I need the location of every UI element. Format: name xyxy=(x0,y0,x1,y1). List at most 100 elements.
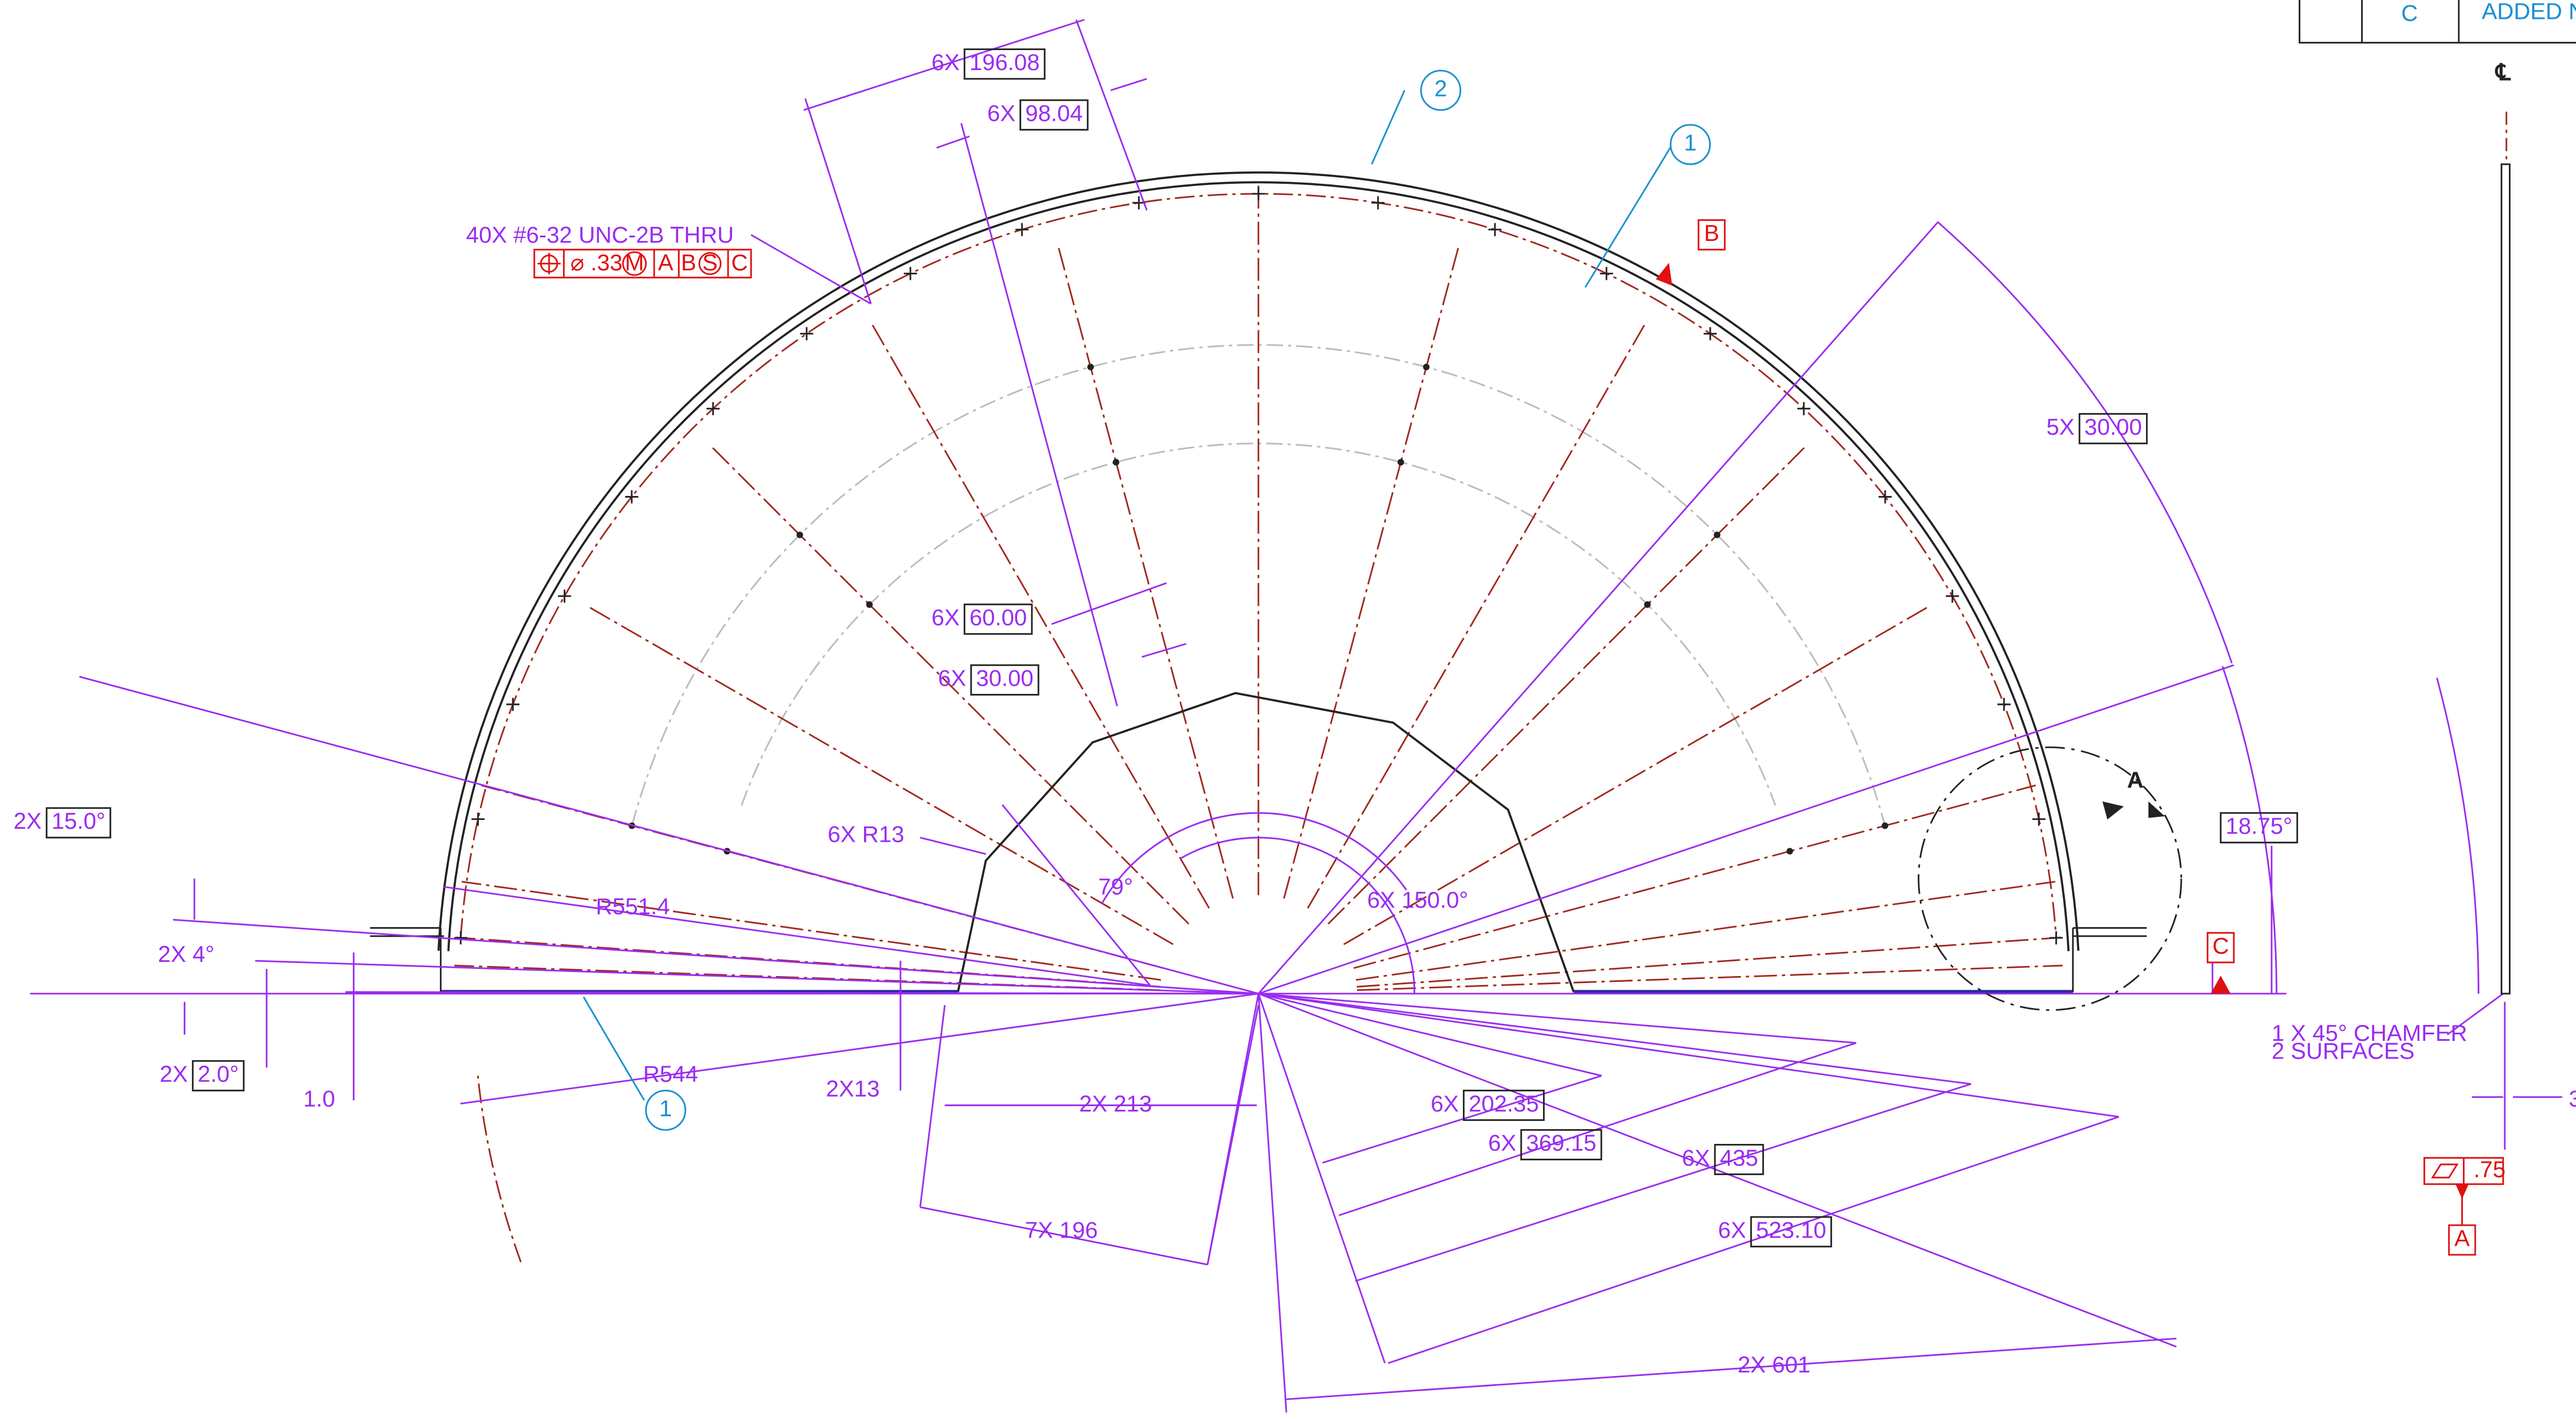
dimension-line xyxy=(1259,994,1286,1413)
center-line xyxy=(1328,448,1804,924)
dimension-value: 523.10 xyxy=(1756,1218,1826,1243)
dimension-line xyxy=(920,1005,945,1207)
dimension-line xyxy=(1259,994,1971,1084)
leader xyxy=(1372,90,1405,164)
chamfer-note: 2 SURFACES xyxy=(2272,1039,2415,1064)
fcf-datum: A xyxy=(658,250,673,276)
flatness-value: .75 xyxy=(2474,1157,2505,1182)
datum-label: B xyxy=(1704,221,1719,246)
dimension-arc xyxy=(2437,678,2479,994)
dimension-line xyxy=(805,98,871,304)
hole-mark xyxy=(1786,848,1793,855)
revision-description: ADDED NO xyxy=(2482,0,2576,25)
dimension-value: 30.00 xyxy=(976,666,1034,692)
datum-label: A xyxy=(2455,1226,2470,1251)
dimension-count: 6X xyxy=(987,101,1015,126)
dimension-value: 98.04 xyxy=(1025,101,1083,126)
view-callout: A xyxy=(2127,768,2144,793)
dimension-label: 2X 4° xyxy=(158,942,214,967)
dimension-count: 2X xyxy=(14,809,42,834)
dimension-label: 2X13 xyxy=(826,1077,880,1102)
dimension-line xyxy=(936,136,969,148)
dimension-count: 6X xyxy=(1682,1146,1710,1171)
hole-circle xyxy=(478,1076,521,1262)
dimension-arc xyxy=(1102,813,1406,903)
dimension-arc xyxy=(1180,838,1414,994)
dimension-count: 6X xyxy=(1718,1218,1746,1243)
dimension-line xyxy=(255,961,1259,994)
center-line xyxy=(1059,248,1233,898)
view-arrow xyxy=(2102,802,2165,820)
center-line xyxy=(1357,938,2061,987)
dimension-label: 3 xyxy=(2569,1086,2576,1112)
dimension-line xyxy=(920,838,986,854)
center-line xyxy=(1284,248,1458,898)
fcf-datum: C xyxy=(731,250,748,276)
datum-triangle xyxy=(1656,263,1673,286)
center-line xyxy=(1307,325,1644,908)
center-line xyxy=(590,608,1173,945)
dimension-value: 196.08 xyxy=(969,50,1039,75)
balloon-label: 2 xyxy=(1434,77,1447,102)
center-line xyxy=(873,325,1210,908)
dimension-value: 202.35 xyxy=(1469,1091,1539,1117)
side-view xyxy=(2501,164,2509,994)
datum-triangle xyxy=(2211,975,2230,994)
dimension-line xyxy=(80,677,1259,994)
dimension-line xyxy=(1207,1005,1258,1265)
hole-mark xyxy=(1423,363,1429,370)
flatness-symbol xyxy=(2432,1165,2457,1177)
dimension-label: 7X 196 xyxy=(1025,1218,1098,1243)
balloon-label: 1 xyxy=(659,1096,672,1122)
centerline-symbol: ℄ xyxy=(2495,60,2511,85)
hole-note: 40X #6-32 UNC-2B THRU xyxy=(466,223,734,248)
dimension-value: 369.15 xyxy=(1526,1131,1596,1156)
hole-mark xyxy=(796,532,803,538)
dimension-count: 6X xyxy=(938,666,966,692)
revision: C xyxy=(2401,1,2418,26)
dimension-line xyxy=(1286,1338,2176,1399)
fcf-datum: B xyxy=(681,250,696,276)
center-line xyxy=(462,882,1161,980)
dimension-value: 435 xyxy=(1720,1146,1758,1171)
dimension-line xyxy=(173,919,1259,993)
dimension-label: 1.0 xyxy=(303,1086,335,1112)
dimension-line xyxy=(1259,994,2177,1347)
hole-mark xyxy=(866,601,873,608)
dimension-value: 2.0° xyxy=(198,1062,239,1087)
dimension-line xyxy=(1259,221,1938,993)
hub-outline xyxy=(958,693,1574,992)
dimension-count: 5X xyxy=(2047,415,2075,440)
hole-mark xyxy=(1112,459,1119,465)
hole-mark xyxy=(1644,601,1651,608)
dimension-count: 6X xyxy=(1431,1091,1459,1117)
dimension-line xyxy=(1259,994,1856,1043)
dimension-label: 79° xyxy=(1098,875,1133,900)
dimension-line xyxy=(1259,665,2234,994)
dimension-line xyxy=(1259,994,1385,1363)
dimension-label: 2X 601 xyxy=(1737,1352,1810,1378)
fcf-modifier: M xyxy=(625,250,644,276)
dimension-label: 2X 213 xyxy=(1079,1091,1152,1117)
fcf-modifier: S xyxy=(703,250,718,276)
dimension-label: 6X R13 xyxy=(827,822,904,848)
center-line xyxy=(1353,785,2035,968)
hole-mark xyxy=(1882,822,1888,829)
dimension-label: R544 xyxy=(643,1062,698,1087)
center-line xyxy=(1357,965,2062,990)
dimension-line xyxy=(1052,583,1167,624)
dimension-value: 30.00 xyxy=(2084,415,2142,440)
dimension-line xyxy=(1142,644,1186,657)
dimension-count: 6X xyxy=(932,50,960,75)
dimension-line xyxy=(1076,19,1147,210)
hole-mark xyxy=(1398,459,1404,465)
dimension-label: 6X 150.0° xyxy=(1367,888,1468,913)
dimension-value: 18.75° xyxy=(2226,814,2292,839)
drawing: CADDED NO℄211BCAA40X #6-32 UNC-2B THRU⌀ … xyxy=(0,0,2576,1419)
dimension-line xyxy=(1111,79,1147,91)
dimension-value: 60.00 xyxy=(969,605,1027,630)
dimension-label: R551.4 xyxy=(596,894,670,919)
leader xyxy=(1585,144,1673,287)
fcf-tolerance: ⌀ .33 xyxy=(571,250,623,276)
hole-mark xyxy=(1087,363,1094,370)
